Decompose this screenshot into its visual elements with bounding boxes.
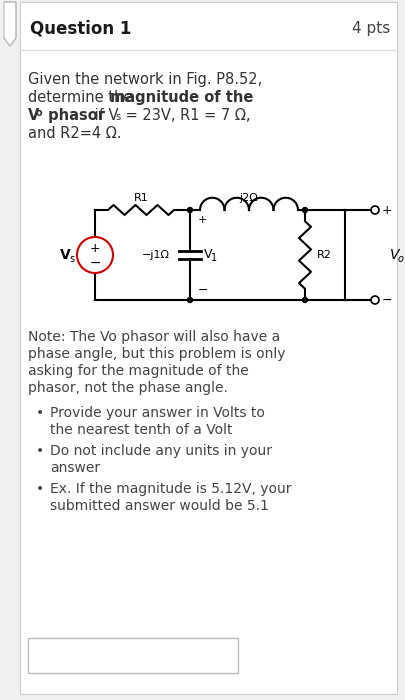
Circle shape: [303, 207, 307, 213]
Text: phasor: phasor: [43, 108, 105, 123]
Text: Question 1: Question 1: [30, 19, 131, 37]
Text: •: •: [36, 444, 44, 458]
FancyBboxPatch shape: [20, 2, 397, 694]
Text: V: V: [204, 248, 213, 262]
Text: and R2=4 Ω.: and R2=4 Ω.: [28, 126, 122, 141]
Text: Note: The Vo phasor will also have a: Note: The Vo phasor will also have a: [28, 330, 280, 344]
Text: R2: R2: [317, 250, 332, 260]
Text: V: V: [28, 108, 39, 123]
Text: s: s: [69, 254, 75, 264]
Text: 4 pts: 4 pts: [352, 20, 390, 36]
Text: Ex. If the magnitude is 5.12V, your: Ex. If the magnitude is 5.12V, your: [50, 482, 292, 496]
Text: −: −: [198, 284, 209, 297]
Text: R1: R1: [134, 193, 148, 203]
Text: = 23V, R1 = 7 Ω,: = 23V, R1 = 7 Ω,: [121, 108, 251, 123]
Text: determine the: determine the: [28, 90, 137, 105]
Text: •: •: [36, 482, 44, 496]
Text: phase angle, but this problem is only: phase angle, but this problem is only: [28, 347, 286, 361]
Text: V: V: [60, 248, 70, 262]
Text: submitted answer would be 5.1: submitted answer would be 5.1: [50, 499, 269, 513]
Text: Do not include any units in your: Do not include any units in your: [50, 444, 272, 458]
Text: magnitude of the: magnitude of the: [110, 90, 254, 105]
Text: answer: answer: [50, 461, 100, 475]
Circle shape: [303, 298, 307, 302]
Text: Provide your answer in Volts to: Provide your answer in Volts to: [50, 406, 265, 420]
Text: the nearest tenth of a Volt: the nearest tenth of a Volt: [50, 423, 232, 437]
FancyBboxPatch shape: [28, 638, 238, 673]
Circle shape: [188, 207, 192, 213]
Text: Given the network in Fig. P8.52,: Given the network in Fig. P8.52,: [28, 72, 262, 87]
Text: −j1Ω: −j1Ω: [142, 250, 170, 260]
Text: V: V: [390, 248, 399, 262]
Text: −: −: [382, 293, 392, 307]
Text: o: o: [36, 108, 43, 118]
Text: s: s: [115, 112, 120, 122]
Text: phasor, not the phase angle.: phasor, not the phase angle.: [28, 381, 228, 395]
Text: if V: if V: [90, 108, 119, 123]
Text: •: •: [36, 406, 44, 420]
Circle shape: [188, 298, 192, 302]
Text: +: +: [198, 215, 207, 225]
Circle shape: [371, 296, 379, 304]
Text: +: +: [382, 204, 392, 216]
Text: 1: 1: [211, 253, 217, 263]
Circle shape: [371, 206, 379, 214]
Text: +: +: [90, 241, 100, 255]
Text: o: o: [398, 254, 404, 264]
Text: asking for the magnitude of the: asking for the magnitude of the: [28, 364, 249, 378]
Text: j2Ω: j2Ω: [240, 193, 258, 203]
Polygon shape: [4, 2, 16, 46]
Text: −: −: [89, 256, 101, 270]
